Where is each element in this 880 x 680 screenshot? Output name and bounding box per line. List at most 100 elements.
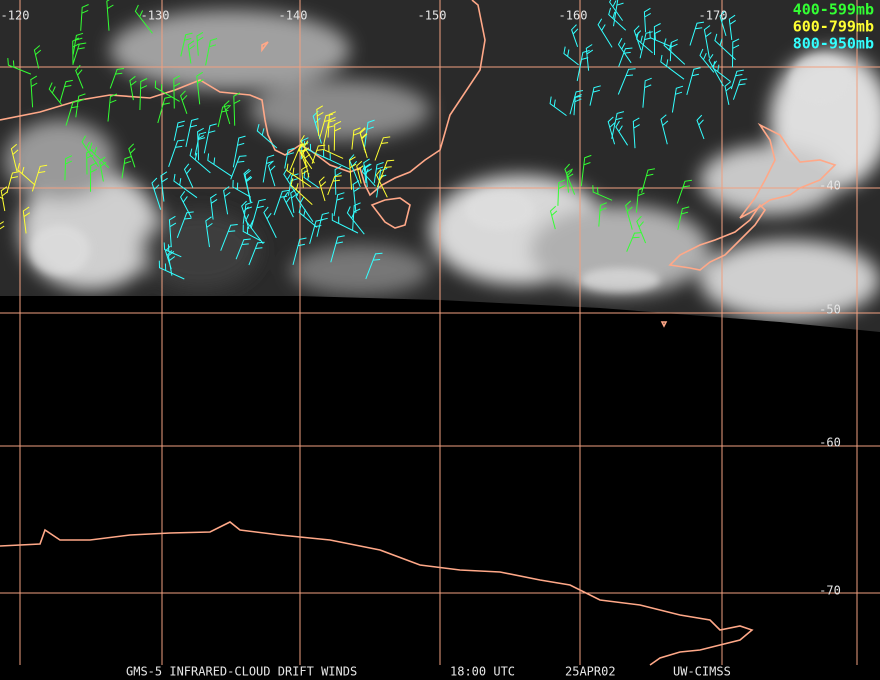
wind-barb xyxy=(59,79,73,103)
wind-barb xyxy=(151,177,162,210)
wind-barb xyxy=(363,158,371,183)
wind-barb xyxy=(250,198,266,229)
wind-barb xyxy=(30,75,38,108)
wind-barb xyxy=(290,178,313,205)
wind-barb xyxy=(643,7,651,33)
wind-barb xyxy=(557,179,566,206)
wind-barb xyxy=(233,92,241,126)
wind-barb xyxy=(563,46,579,66)
wind-barb xyxy=(569,90,584,115)
wind-barb xyxy=(187,40,195,64)
wind-barb xyxy=(168,215,177,248)
wind-barb xyxy=(636,215,647,244)
wind-barb xyxy=(194,131,207,156)
wind-barb xyxy=(327,111,337,138)
wind-barb xyxy=(580,154,592,187)
wind-barb xyxy=(373,162,384,184)
footer-source: UW-CIMSS xyxy=(673,665,731,679)
wind-barb xyxy=(72,32,84,55)
wind-barb xyxy=(210,193,218,220)
latitude-label: -60 xyxy=(819,436,841,450)
wind-barb xyxy=(676,179,692,204)
wind-barb xyxy=(31,164,48,192)
wind-barb xyxy=(284,147,295,169)
wind-barb xyxy=(642,77,652,108)
wind-barb xyxy=(677,206,690,230)
wind-barb xyxy=(653,23,661,56)
wind-barb xyxy=(205,216,213,248)
wind-barb xyxy=(242,224,261,242)
wind-barb xyxy=(597,18,613,48)
wind-barb xyxy=(712,61,732,82)
wind-barb xyxy=(728,14,736,40)
wind-barb xyxy=(203,123,217,154)
wind-barb xyxy=(703,25,712,58)
wind-barb xyxy=(295,190,314,222)
wind-barb xyxy=(173,120,185,141)
wind-barb xyxy=(699,48,715,73)
wind-barb xyxy=(232,179,252,198)
wind-barb xyxy=(598,202,607,227)
wind-barb xyxy=(730,69,744,90)
wind-barb xyxy=(298,143,313,170)
wind-barb xyxy=(351,127,361,150)
wind-barb xyxy=(374,136,391,161)
longitude-label: -130 xyxy=(141,9,170,23)
wind-barb xyxy=(298,205,318,228)
wind-barb xyxy=(80,4,89,31)
wind-barb xyxy=(696,114,705,140)
wind-barb xyxy=(197,127,205,161)
wind-barb xyxy=(316,105,324,136)
wind-barb xyxy=(256,123,278,149)
wind-barb xyxy=(356,160,364,184)
wind-barb xyxy=(671,85,684,113)
wind-barb xyxy=(301,165,309,188)
wind-barb xyxy=(248,241,265,266)
wind-barb xyxy=(585,44,594,71)
wind-barb xyxy=(107,93,118,122)
wind-barb xyxy=(81,135,99,167)
wind-barb xyxy=(232,135,246,168)
wind-barb xyxy=(609,0,624,21)
wind-barb xyxy=(6,171,20,194)
wind-barb xyxy=(48,82,62,105)
wind-barb xyxy=(363,119,375,151)
wind-barb xyxy=(318,176,327,202)
wind-barb xyxy=(352,180,360,214)
wind-barb xyxy=(635,187,646,213)
legend-entry: 600-799mb xyxy=(793,18,874,36)
longitude-labels: -120 -130 -140 -150 -160 -170 xyxy=(1,9,728,23)
wind-barb xyxy=(311,144,326,164)
wind-barb xyxy=(333,120,342,151)
wind-barb xyxy=(90,162,98,192)
wind-barb xyxy=(168,139,185,167)
wind-barb xyxy=(359,127,368,159)
longitude-label: -160 xyxy=(559,9,588,23)
wind-barb xyxy=(576,50,590,82)
wind-barb xyxy=(613,0,624,27)
wind-barb xyxy=(592,185,613,201)
legend-entry: 400-599mb xyxy=(793,1,874,19)
wind-barb xyxy=(300,134,315,164)
wind-barb xyxy=(129,75,137,101)
wind-barb xyxy=(205,38,218,66)
wind-barb xyxy=(608,7,627,31)
wind-barb xyxy=(283,191,294,218)
wind-barb xyxy=(732,38,740,68)
wind-barb xyxy=(549,205,558,230)
wind-barb xyxy=(327,175,342,196)
wind-barb xyxy=(633,25,642,51)
wind-barb xyxy=(719,10,727,37)
wind-barb xyxy=(106,0,114,31)
longitude-label: -170 xyxy=(699,9,728,23)
wind-barb xyxy=(64,155,73,181)
footer-date: 25APR02 xyxy=(565,665,616,679)
wind-barb xyxy=(334,165,342,195)
wind-barb xyxy=(331,213,359,234)
wind-barb xyxy=(641,168,655,193)
wind-barb xyxy=(330,235,345,263)
wind-barb xyxy=(22,206,31,234)
wind-barb xyxy=(0,221,5,230)
wind-barb xyxy=(686,67,701,96)
wind-barb xyxy=(283,167,298,197)
